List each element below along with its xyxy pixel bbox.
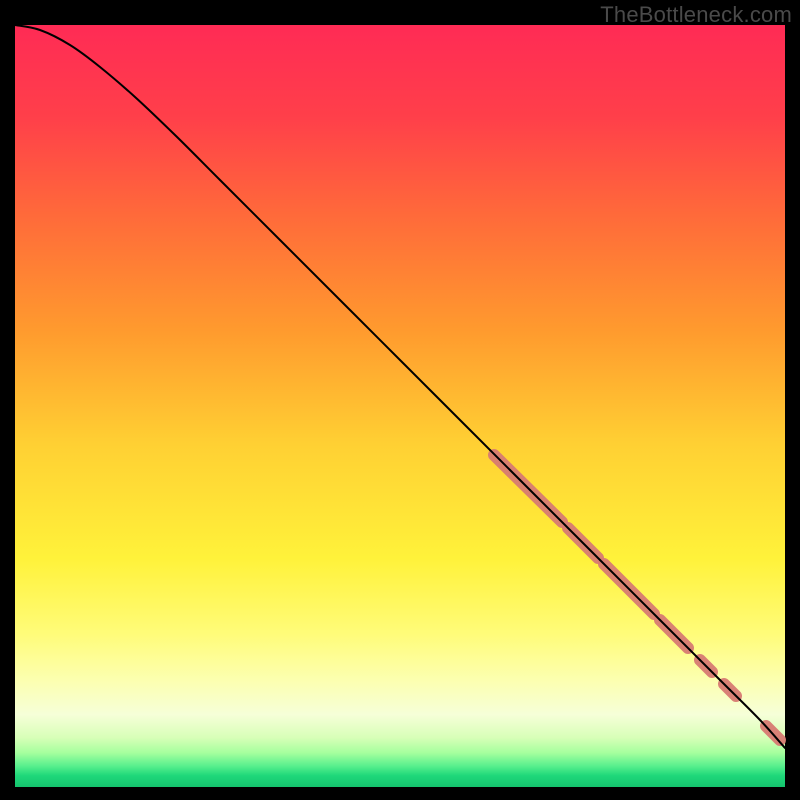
gradient-background (15, 25, 785, 787)
watermark-text: TheBottleneck.com (600, 2, 792, 28)
bottleneck-chart (0, 0, 800, 800)
chart-stage: TheBottleneck.com (0, 0, 800, 800)
